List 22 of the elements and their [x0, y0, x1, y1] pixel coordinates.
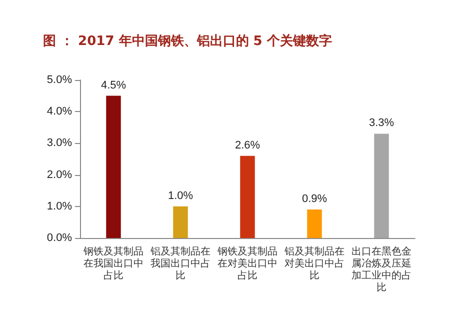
x-tick-label: 出口在黑色金属冶炼及压延加工业中的占比 — [352, 246, 412, 294]
x-tick-label: 钢铁及其制品在对美出口中占比 — [216, 246, 278, 282]
y-tick-label: 5.0% — [46, 74, 72, 86]
data-label: 4.5% — [100, 79, 126, 92]
y-tick-label: 2.0% — [46, 168, 72, 181]
data-label: 1.0% — [168, 190, 194, 202]
data-label: 0.9% — [302, 193, 328, 206]
y-tick-label: 0.0% — [46, 232, 72, 244]
bar — [307, 210, 322, 238]
x-tick-label: 铝及其制品在对美出口中占比 — [284, 246, 344, 282]
y-tick-label: 4.0% — [46, 106, 72, 118]
x-tick-label: 铝及其制品在我国出口中占比 — [150, 246, 210, 282]
bar — [106, 96, 121, 238]
x-tick-label: 钢铁及其制品在我国出口中占比 — [82, 246, 144, 282]
bar — [240, 156, 255, 238]
y-tick-label: 3.0% — [46, 137, 72, 150]
data-label: 3.3% — [368, 117, 394, 130]
data-label: 2.6% — [234, 139, 260, 152]
y-tick-label: 1.0% — [46, 200, 72, 212]
bar — [173, 206, 188, 238]
bar — [374, 134, 389, 238]
chart-title: 图 ： 2017 年中国钢铁、铝出口的 5 个关键数字 — [43, 33, 332, 49]
